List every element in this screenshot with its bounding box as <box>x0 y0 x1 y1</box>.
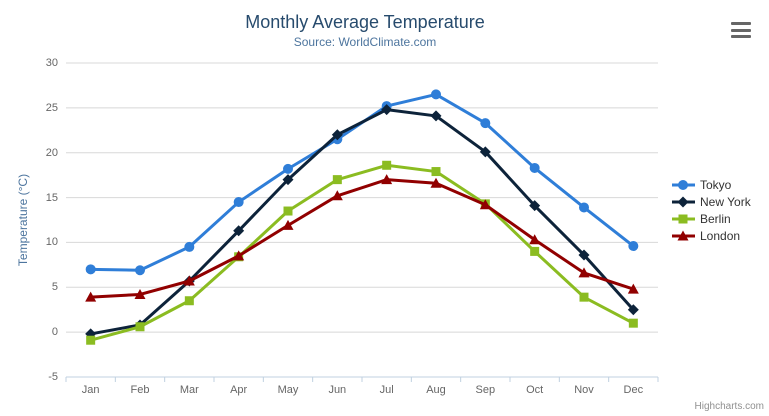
legend-marker <box>672 230 695 240</box>
chart-subtitle: Source: WorldClimate.com <box>293 35 437 49</box>
data-point[interactable] <box>85 291 97 302</box>
data-point[interactable] <box>579 292 589 302</box>
series-line[interactable] <box>89 163 635 342</box>
data-point[interactable] <box>233 197 244 208</box>
data-point[interactable] <box>183 275 195 286</box>
data-point[interactable] <box>430 110 442 122</box>
data-point[interactable] <box>480 118 491 129</box>
data-point[interactable] <box>578 267 590 278</box>
hamburger-icon <box>731 22 751 25</box>
data-point[interactable] <box>233 225 245 237</box>
hamburger-icon <box>731 28 751 32</box>
x-axis-label: Dec <box>623 384 644 396</box>
legend-label: New York <box>700 194 751 209</box>
series-line[interactable] <box>89 178 635 299</box>
y-axis-label: 10 <box>45 236 58 249</box>
series-london[interactable] <box>85 174 639 302</box>
data-point[interactable] <box>431 89 441 100</box>
x-axis-label: Sep <box>475 384 496 396</box>
y-axis-label: 20 <box>45 146 58 159</box>
legend-label: Berlin <box>700 211 731 226</box>
data-point[interactable] <box>529 162 540 173</box>
data-point[interactable] <box>184 241 195 252</box>
x-axis-label: Jun <box>328 384 347 396</box>
legend-label: Tokyo <box>700 177 732 192</box>
y-axis-label: 0 <box>51 326 58 339</box>
data-point[interactable] <box>627 304 639 316</box>
x-axis-label: May <box>277 384 299 396</box>
y-axis-label: 30 <box>45 57 58 69</box>
data-point[interactable] <box>135 265 145 276</box>
data-point[interactable] <box>529 200 541 212</box>
data-point[interactable] <box>233 250 245 261</box>
series-line[interactable] <box>89 108 635 336</box>
y-axis-label: 15 <box>45 191 58 204</box>
y-axis-label: 25 <box>45 101 58 114</box>
data-point[interactable] <box>282 219 294 230</box>
hamburger-icon <box>731 35 751 38</box>
data-point[interactable] <box>678 179 688 190</box>
data-point[interactable] <box>134 288 146 299</box>
x-axis-label: Jul <box>379 384 394 396</box>
data-point[interactable] <box>86 335 96 345</box>
data-point[interactable] <box>331 190 343 201</box>
data-point[interactable] <box>677 230 689 240</box>
legend-item-london[interactable]: London <box>672 227 751 244</box>
data-point[interactable] <box>85 264 96 275</box>
data-point[interactable] <box>430 177 442 188</box>
series-new-york[interactable] <box>85 104 639 340</box>
data-point[interactable] <box>331 129 343 141</box>
y-axis-label: -5 <box>48 371 58 383</box>
highcharts-credit-link[interactable]: Highcharts.com <box>694 401 764 412</box>
data-point[interactable] <box>381 104 393 116</box>
data-point[interactable] <box>530 246 540 256</box>
data-point[interactable] <box>431 167 441 177</box>
data-point[interactable] <box>479 199 491 210</box>
data-point[interactable] <box>381 174 393 185</box>
data-point[interactable] <box>332 175 342 185</box>
legend-marker <box>672 214 695 223</box>
legend-label: London <box>700 228 741 243</box>
x-axis-label: Jan <box>81 384 100 396</box>
data-point[interactable] <box>382 160 392 170</box>
legend-marker <box>672 196 695 207</box>
data-point[interactable] <box>578 249 590 261</box>
data-point[interactable] <box>282 174 294 186</box>
data-point[interactable] <box>184 296 194 306</box>
data-point[interactable] <box>678 214 688 223</box>
y-axis-label: 5 <box>51 281 58 294</box>
x-axis-label: Aug <box>426 384 446 396</box>
data-point[interactable] <box>479 146 491 158</box>
data-point[interactable] <box>579 202 589 213</box>
data-point[interactable] <box>677 196 689 207</box>
series-berlin[interactable] <box>86 160 638 345</box>
legend-item-berlin[interactable]: Berlin <box>672 210 751 227</box>
context-menu-button[interactable] <box>731 22 751 38</box>
y-axis-title: Temperature (°C) <box>16 173 30 267</box>
x-axis-label: Oct <box>526 384 544 396</box>
data-point[interactable] <box>529 234 541 245</box>
series-tokyo[interactable] <box>85 89 639 276</box>
legend-item-new-york[interactable]: New York <box>672 193 751 210</box>
chart-title: Monthly Average Temperature <box>245 12 485 32</box>
data-point[interactable] <box>135 322 145 332</box>
x-axis-label: Feb <box>130 384 150 396</box>
data-point[interactable] <box>627 283 639 294</box>
x-axis-label: Mar <box>179 384 199 396</box>
legend-marker <box>672 179 695 190</box>
data-point[interactable] <box>283 206 293 216</box>
x-axis-label: Nov <box>574 384 594 396</box>
data-point[interactable] <box>628 241 639 252</box>
data-point[interactable] <box>283 163 293 174</box>
x-axis-label: Apr <box>230 384 248 396</box>
data-point[interactable] <box>628 318 638 328</box>
legend: Tokyo New York Berlin London <box>672 176 751 244</box>
legend-item-tokyo[interactable]: Tokyo <box>672 176 751 193</box>
